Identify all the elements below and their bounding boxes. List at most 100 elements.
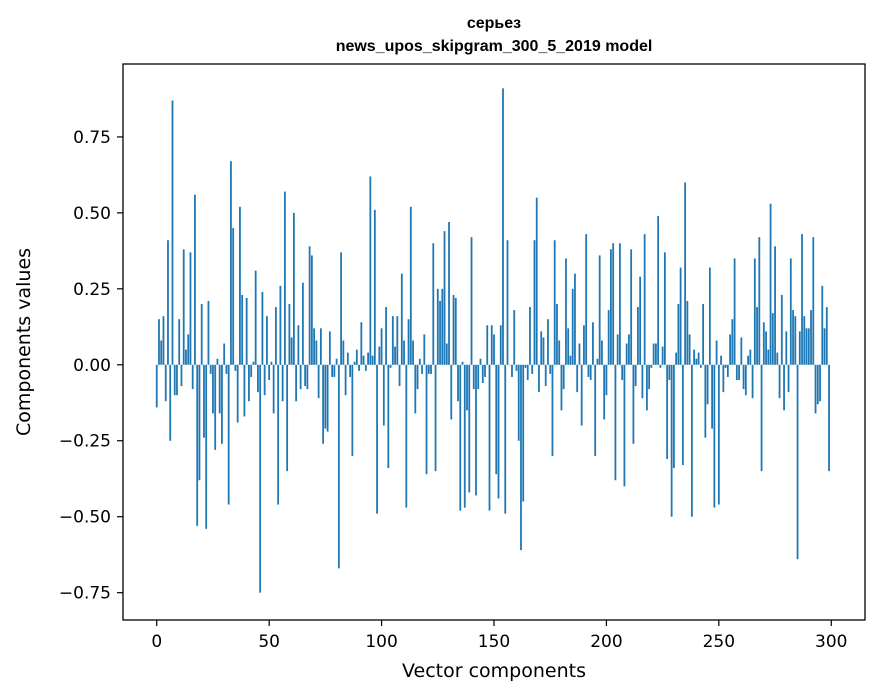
bar-171: [540, 331, 543, 365]
bar-5: [167, 240, 169, 365]
bar-153: [499, 325, 502, 365]
bar-141: [472, 364, 475, 390]
bar-23: [207, 300, 210, 365]
bar-265: [751, 364, 754, 399]
bar-51: [270, 361, 273, 365]
bar-80: [335, 358, 338, 365]
bar-251: [720, 355, 722, 365]
bar-38: [241, 294, 244, 365]
bar-31: [225, 364, 228, 374]
bar-105: [391, 316, 394, 365]
bar-129: [445, 343, 448, 365]
bar-72: [317, 364, 320, 399]
bar-200: [605, 364, 608, 396]
bar-241: [697, 352, 700, 365]
bar-37: [239, 206, 241, 365]
bar-297: [823, 328, 826, 365]
bar-46: [259, 364, 262, 593]
bar-70: [313, 328, 316, 365]
bar-217: [643, 234, 646, 365]
bar-47: [261, 291, 264, 365]
bar-204: [614, 364, 617, 481]
bar-218: [646, 364, 648, 411]
bar-238: [690, 364, 693, 517]
bar-160: [515, 364, 518, 371]
bar-232: [677, 304, 680, 365]
bar-98: [376, 364, 378, 514]
bar-177: [553, 240, 556, 365]
bar-116: [416, 364, 419, 390]
bar-34: [232, 228, 235, 365]
bar-35: [234, 364, 237, 371]
x-tick-label: 200: [590, 632, 622, 652]
bar-194: [592, 322, 594, 365]
bar-199: [603, 364, 606, 420]
bar-6: [169, 364, 172, 441]
bar-267: [756, 307, 758, 365]
bar-26: [214, 364, 217, 450]
bar-15: [189, 252, 192, 365]
y-tick-label: 0.50: [73, 204, 111, 224]
y-tick-label: −0.25: [59, 432, 111, 452]
y-axis-ticks: −0.75 −0.50 −0.25 0.00 0.25 0.50 0.75: [59, 128, 123, 604]
bar-161: [517, 364, 520, 441]
bar-94: [367, 352, 369, 365]
bar-139: [468, 364, 471, 493]
bar-123: [432, 243, 435, 365]
bar-163: [522, 364, 525, 502]
bar-184: [569, 355, 572, 365]
bar-3: [162, 316, 165, 365]
bar-55: [279, 285, 282, 365]
bar-89: [355, 349, 358, 365]
bar-39: [243, 364, 246, 417]
bar-110: [403, 340, 405, 365]
bar-261: [742, 364, 745, 390]
bar-288: [803, 316, 806, 365]
bar-1: [158, 319, 160, 365]
bar-133: [454, 297, 457, 365]
bar-258: [735, 364, 738, 380]
bar-236: [686, 300, 689, 365]
bar-195: [594, 364, 597, 456]
bar-230: [672, 364, 675, 469]
bar-250: [717, 364, 720, 505]
bar-30: [223, 343, 226, 365]
bar-256: [731, 319, 734, 365]
bar-249: [715, 340, 718, 365]
bar-286: [798, 331, 801, 365]
bar-90: [358, 364, 360, 371]
bar-62: [295, 364, 298, 402]
y-tick-label: −0.50: [59, 508, 111, 528]
bar-283: [792, 310, 794, 365]
bar-269: [760, 364, 763, 472]
bar-40: [245, 297, 248, 365]
bar-135: [459, 364, 462, 511]
bar-21: [203, 364, 205, 438]
bar-225: [661, 346, 664, 365]
bar-262: [744, 364, 747, 396]
bar-63: [297, 325, 300, 365]
bar-270: [762, 322, 765, 365]
bar-32: [227, 364, 230, 505]
bar-248: [713, 364, 716, 508]
bar-88: [353, 361, 356, 365]
bar-285: [796, 364, 799, 560]
bar-74: [322, 364, 325, 444]
bar-64: [299, 364, 302, 390]
bar-282: [789, 258, 792, 365]
bar-174: [547, 319, 549, 365]
bar-240: [695, 358, 698, 365]
bar-109: [400, 273, 403, 365]
bar-121: [427, 364, 430, 374]
bar-203: [612, 243, 615, 365]
bar-156: [506, 240, 509, 365]
bar-155: [504, 364, 507, 514]
bar-104: [389, 364, 392, 368]
bar-20: [200, 304, 203, 365]
bar-41: [248, 364, 250, 402]
bar-81: [337, 364, 340, 569]
bar-239: [693, 349, 696, 365]
bar-134: [457, 364, 459, 402]
bar-101: [382, 364, 385, 426]
